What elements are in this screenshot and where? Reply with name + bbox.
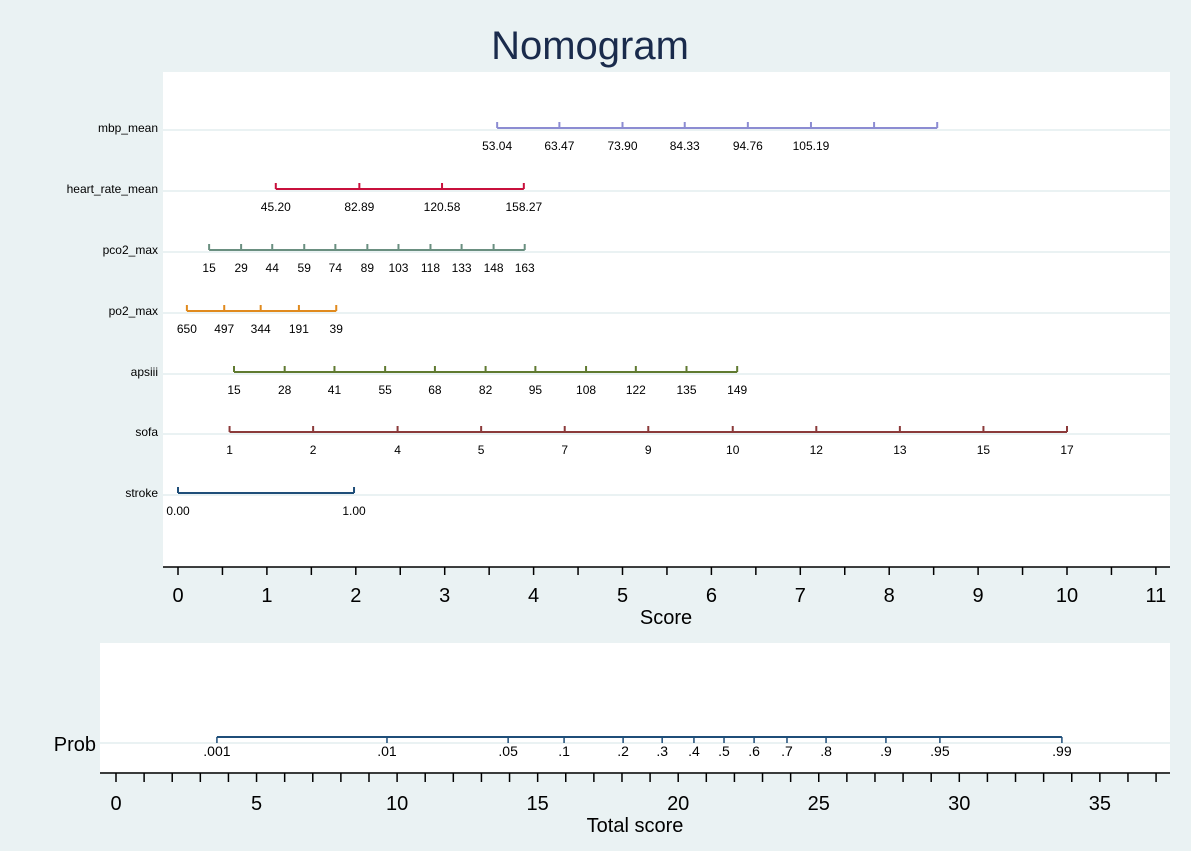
heart_rate_mean-tick-label: 82.89	[344, 200, 374, 214]
sofa-tick-label: 4	[394, 443, 401, 457]
po2_max-tick-label: 344	[251, 322, 271, 336]
total-score-tick-label: 10	[386, 793, 408, 815]
sofa-tick-label: 1	[226, 443, 233, 457]
pco2_max-tick-label: 103	[388, 261, 408, 275]
variable-label-apsiii: apsiii	[131, 365, 158, 379]
apsiii-tick-label: 68	[428, 383, 442, 397]
prob-tick-label: .001	[203, 743, 230, 759]
sofa-tick-label: 2	[310, 443, 317, 457]
prob-tick-label: .6	[748, 743, 760, 759]
mbp_mean-tick-label: 105.19	[793, 139, 830, 153]
score-axis-tick-label: 0	[172, 585, 183, 607]
stroke-tick-label: 1.00	[342, 504, 366, 518]
mbp_mean-tick-label: 53.04	[482, 139, 512, 153]
sofa-tick-label: 17	[1060, 443, 1074, 457]
prob-tick-label: .7	[781, 743, 793, 759]
pco2_max-tick-label: 148	[484, 261, 504, 275]
chart-title: Nomogram	[491, 24, 689, 68]
mbp_mean-tick-label: 84.33	[670, 139, 700, 153]
score-axis-tick-label: 1	[261, 585, 272, 607]
heart_rate_mean-tick-label: 120.58	[424, 200, 461, 214]
po2_max-tick-label: 650	[177, 322, 197, 336]
sofa-tick-label: 12	[810, 443, 824, 457]
variable-label-stroke: stroke	[125, 486, 158, 500]
mbp_mean-tick-label: 94.76	[733, 139, 763, 153]
pco2_max-tick-label: 74	[329, 261, 343, 275]
prob-tick-label: .1	[558, 743, 570, 759]
po2_max-tick-label: 39	[330, 322, 344, 336]
apsiii-tick-label: 15	[227, 383, 241, 397]
sofa-tick-label: 7	[561, 443, 568, 457]
total-score-axis-label: Total score	[587, 815, 684, 837]
apsiii-tick-label: 108	[576, 383, 596, 397]
pco2_max-tick-label: 59	[298, 261, 312, 275]
total-score-tick-label: 30	[948, 793, 970, 815]
pco2_max-tick-label: 29	[234, 261, 248, 275]
score-axis-tick-label: 6	[706, 585, 717, 607]
score-axis-tick-label: 9	[973, 585, 984, 607]
heart_rate_mean-tick-label: 158.27	[505, 200, 542, 214]
apsiii-tick-label: 55	[378, 383, 392, 397]
prob-tick-label: .9	[880, 743, 892, 759]
score-axis-label: Score	[640, 607, 692, 629]
apsiii-tick-label: 41	[328, 383, 342, 397]
total-score-tick-label: 5	[251, 793, 262, 815]
total-score-tick-label: 25	[808, 793, 830, 815]
prob-label: Prob	[54, 734, 96, 756]
sofa-tick-label: 13	[893, 443, 907, 457]
apsiii-tick-label: 82	[479, 383, 493, 397]
score-axis-tick-label: 7	[795, 585, 806, 607]
sofa-tick-label: 9	[645, 443, 652, 457]
prob-tick-label: .5	[718, 743, 730, 759]
pco2_max-tick-label: 163	[515, 261, 535, 275]
prob-tick-label: .05	[498, 743, 518, 759]
mbp_mean-tick-label: 63.47	[544, 139, 574, 153]
pco2_max-tick-label: 89	[361, 261, 375, 275]
apsiii-tick-label: 95	[529, 383, 543, 397]
po2_max-tick-label: 191	[289, 322, 309, 336]
po2_max-tick-label: 497	[214, 322, 234, 336]
apsiii-tick-label: 135	[676, 383, 696, 397]
variable-label-sofa: sofa	[135, 425, 158, 439]
total-score-tick-label: 20	[667, 793, 689, 815]
heart_rate_mean-tick-label: 45.20	[261, 200, 291, 214]
score-axis-tick-label: 4	[528, 585, 539, 607]
apsiii-tick-label: 122	[626, 383, 646, 397]
variable-label-mbp_mean: mbp_mean	[98, 121, 158, 135]
prob-tick-label: .99	[1052, 743, 1072, 759]
prob-tick-label: .3	[656, 743, 668, 759]
prob-tick-label: .2	[617, 743, 629, 759]
sofa-tick-label: 10	[726, 443, 740, 457]
score-axis-tick-label: 8	[884, 585, 895, 607]
apsiii-tick-label: 149	[727, 383, 747, 397]
prob-tick-label: .95	[930, 743, 950, 759]
variable-label-pco2_max: pco2_max	[103, 243, 158, 257]
stroke-tick-label: 0.00	[166, 504, 190, 518]
total-score-tick-label: 15	[527, 793, 549, 815]
score-axis-tick-label: 11	[1146, 585, 1167, 607]
pco2_max-tick-label: 44	[266, 261, 280, 275]
top-panel	[163, 72, 1170, 567]
variable-label-heart_rate_mean: heart_rate_mean	[67, 182, 158, 196]
score-axis-tick-label: 3	[439, 585, 450, 607]
score-axis-tick-label: 2	[350, 585, 361, 607]
pco2_max-tick-label: 15	[202, 261, 216, 275]
total-score-tick-label: 0	[110, 793, 121, 815]
prob-tick-label: .01	[377, 743, 397, 759]
sofa-tick-label: 5	[478, 443, 485, 457]
mbp_mean-tick-label: 73.90	[607, 139, 637, 153]
score-axis-tick-label: 5	[617, 585, 628, 607]
variable-label-po2_max: po2_max	[109, 304, 158, 318]
sofa-tick-label: 15	[977, 443, 991, 457]
bottom-panel	[100, 643, 1170, 772]
prob-tick-label: .8	[820, 743, 832, 759]
pco2_max-tick-label: 133	[452, 261, 472, 275]
prob-tick-label: .4	[688, 743, 700, 759]
pco2_max-tick-label: 118	[421, 261, 440, 275]
total-score-tick-label: 35	[1089, 793, 1111, 815]
score-axis-tick-label: 10	[1056, 585, 1078, 607]
apsiii-tick-label: 28	[278, 383, 292, 397]
